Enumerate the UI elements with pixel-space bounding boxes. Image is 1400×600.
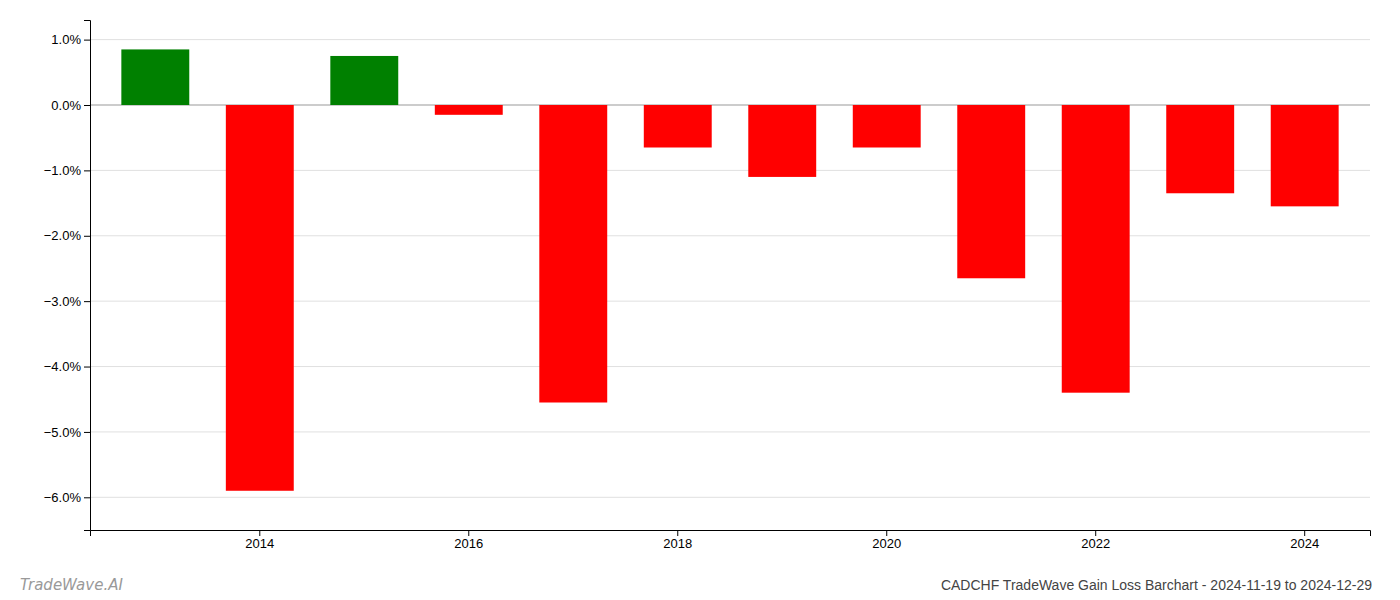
tick-mark [886,530,887,536]
tick: 0.0% [51,98,90,113]
bar [435,105,503,115]
tick: 2014 [245,530,274,551]
axis-line [84,21,91,531]
title: CADCHF TradeWave Gain Loss Barchart - 20… [941,577,1372,593]
tick: 1.0% [51,32,90,47]
tick: −2.0% [44,228,90,243]
tick-label: 2016 [454,536,483,551]
bar [1062,105,1130,393]
tick-mark [677,530,678,536]
bar [957,105,1025,278]
tick-mark [84,367,90,368]
tick: −4.0% [44,359,90,374]
grid [90,40,1370,498]
bar [226,105,294,491]
bar [748,105,816,177]
tick-label: −6.0% [44,490,82,505]
tick: −5.0% [44,425,90,440]
tick: 2016 [454,530,483,551]
y-axis: −6.0% −5.0% −4.0% −3.0% −2.0% −1.0% 0.0% 1.0% [44,21,91,531]
tick: 2024 [1290,530,1319,551]
tick-label: 2020 [872,536,901,551]
tick-mark [84,105,90,106]
tick-mark [84,301,90,302]
tick-label: −4.0% [44,359,82,374]
tick-label: −3.0% [44,294,82,309]
bar [1271,105,1339,206]
bar [853,105,921,148]
watermark: TradeWave.AI [20,576,123,594]
tick-mark [1095,530,1096,536]
tick-mark [84,170,90,171]
x-axis: 2014 2016 2018 2020 2022 2024 [91,530,1371,551]
bar [1166,105,1234,193]
bar [539,105,607,403]
grid-line [90,497,1370,498]
tick-mark [1304,530,1305,536]
tick-label: −2.0% [44,228,82,243]
plot: −6.0% −5.0% −4.0% −3.0% −2.0% −1.0% 0.0% 1.0% 20… [44,21,1371,552]
tick: −3.0% [44,294,90,309]
tick: −6.0% [44,490,90,505]
bar [330,56,398,105]
tick: 2020 [872,530,901,551]
tick-mark [84,236,90,237]
tick: −1.0% [44,163,90,178]
grid-line [90,39,1370,40]
tick-label: 2018 [663,536,692,551]
chart: −6.0% −5.0% −4.0% −3.0% −2.0% −1.0% 0.0% 1.0% 20… [0,0,1400,600]
tick-label: −5.0% [44,425,82,440]
tick-mark [84,497,90,498]
tick-mark [84,432,90,433]
tick-label: −1.0% [44,163,82,178]
tick-label: 2024 [1290,536,1319,551]
axis-line [91,531,1371,537]
tick: 2018 [663,530,692,551]
tick-mark [259,530,260,536]
tick-label: 1.0% [51,32,81,47]
tick-mark [468,530,469,536]
tick-label: 0.0% [51,98,81,113]
bar [121,49,189,105]
tick-mark [84,40,90,41]
bars [121,49,1338,490]
tick-label: 2022 [1081,536,1110,551]
tick-label: 2014 [245,536,274,551]
bar [644,105,712,148]
tick: 2022 [1081,530,1110,551]
